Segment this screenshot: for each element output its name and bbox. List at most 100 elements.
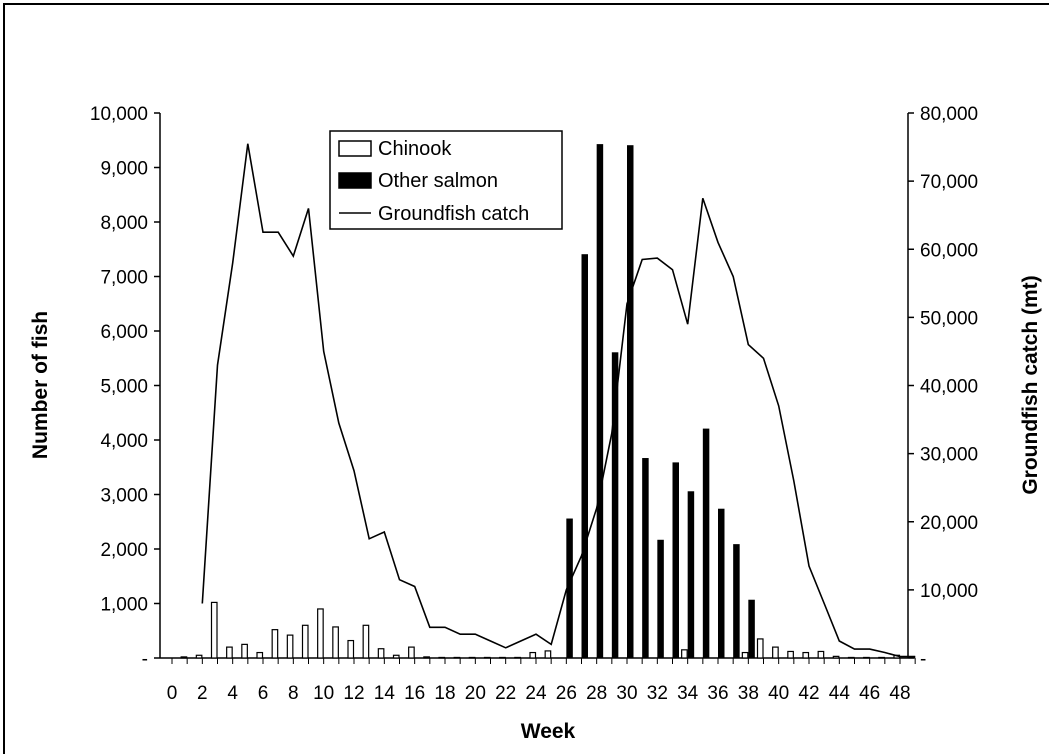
y2-tick-label: 60,000	[920, 240, 978, 261]
y-axis-title: Number of fish	[29, 311, 52, 459]
x-tick-label: 30	[616, 683, 637, 704]
chinook-bar	[332, 626, 339, 659]
legend-label-chinook: Chinook	[378, 138, 452, 160]
chinook-bar	[362, 624, 370, 659]
chinook-bar	[681, 649, 688, 659]
y-tick-label: 5,000	[100, 377, 148, 398]
y-tick-label: 9,000	[100, 159, 148, 180]
x-tick-label: 20	[465, 683, 486, 704]
y2-tick-label: 70,000	[920, 172, 978, 193]
y-tick-label: 4,000	[100, 431, 148, 452]
chinook-bar	[256, 651, 264, 659]
other-salmon-bar	[748, 599, 755, 659]
x-tick-label: 12	[343, 683, 364, 704]
chinook-bar	[499, 656, 506, 659]
other-salmon-bar	[687, 491, 695, 659]
chinook-bar	[301, 624, 309, 659]
chinook-bar	[544, 650, 552, 659]
y-tick-label: 1,000	[100, 595, 148, 616]
x-tick-label: 14	[374, 683, 396, 704]
y-tick-label: 10,000	[90, 104, 148, 125]
chinook-bar	[392, 654, 400, 659]
x-tick-label: 0	[167, 683, 178, 704]
other-salmon-bar	[596, 144, 604, 659]
x-tick-label: 32	[647, 683, 668, 704]
legend-label-other-salmon: Other salmon	[378, 170, 498, 192]
x-tick-label: 22	[495, 683, 516, 704]
other-salmon-bar	[718, 508, 725, 659]
legend-swatch-other-salmon	[338, 172, 372, 189]
chinook-bar	[210, 601, 218, 659]
y2-tick-label: 10,000	[920, 581, 978, 602]
x-tick-label: 18	[434, 683, 455, 704]
chinook-bar	[483, 656, 491, 659]
chinook-bar	[741, 651, 749, 659]
x-tick-label: 8	[288, 683, 299, 704]
other-salmon-bar	[581, 254, 588, 659]
groundfish-catch-line	[201, 143, 916, 658]
chinook-bar	[408, 646, 415, 659]
y2-tick-label: 50,000	[920, 308, 978, 329]
chinook-bar	[423, 656, 430, 659]
x-tick-label: 26	[556, 683, 577, 704]
chinook-bar	[529, 651, 537, 659]
chinook-bar	[832, 655, 840, 659]
other-salmon-bar	[611, 352, 619, 659]
chinook-bar	[453, 656, 461, 659]
chinook-bar	[271, 629, 279, 659]
chinook-bar	[787, 650, 794, 659]
chinook-bar	[438, 656, 446, 659]
x-tick-label: 46	[859, 683, 880, 704]
y2-tick-label: 40,000	[920, 377, 978, 398]
x-axis-title: Week	[521, 720, 576, 743]
x-tick-label: 2	[197, 683, 208, 704]
x-tick-label: 6	[258, 683, 269, 704]
chinook-bar	[195, 654, 203, 659]
y2-tick-label: 30,000	[920, 445, 978, 466]
chinook-bar	[226, 646, 233, 659]
chinook-bar	[863, 656, 870, 659]
x-tick-label: 42	[798, 683, 819, 704]
chinook-bar	[377, 648, 385, 659]
y-tick-label: 7,000	[100, 268, 148, 289]
x-tick-label: 4	[227, 683, 238, 704]
y2-axis-title: Groundfish catch (mt)	[1019, 275, 1042, 494]
y2-tick-label: 80,000	[920, 104, 978, 125]
legend-label-groundfish: Groundfish catch	[378, 203, 529, 225]
chinook-bar	[347, 639, 355, 659]
chinook-bar	[317, 608, 324, 659]
y2-tick-label: -	[920, 649, 926, 670]
chinook-bar	[847, 656, 855, 659]
chart-frame	[3, 3, 1049, 754]
x-tick-label: 48	[889, 683, 910, 704]
y2-tick-label: 20,000	[920, 513, 978, 534]
x-tick-label: 10	[313, 683, 334, 704]
legend: Chinook Other salmon Groundfish catch	[329, 130, 563, 230]
chinook-bar	[514, 656, 521, 659]
x-tick-label: 24	[525, 683, 547, 704]
x-tick-label: 40	[768, 683, 789, 704]
x-tick-label: 28	[586, 683, 607, 704]
y-tick-label: 3,000	[100, 486, 148, 507]
other-salmon-bar	[657, 539, 664, 659]
other-salmon-bar	[672, 462, 679, 659]
chinook-bar	[802, 651, 810, 659]
chinook-bar	[241, 643, 248, 659]
x-tick-label: 36	[707, 683, 728, 704]
x-tick-label: 38	[738, 683, 759, 704]
chinook-bar	[180, 656, 188, 659]
y-tick-label: 6,000	[100, 322, 148, 343]
other-salmon-bar	[702, 428, 710, 659]
legend-swatch-chinook	[338, 140, 372, 157]
chinook-bar	[756, 638, 764, 659]
y-tick-label: -	[142, 649, 148, 670]
x-tick-label: 44	[829, 683, 851, 704]
other-salmon-bar	[627, 145, 634, 659]
chinook-bar	[878, 656, 885, 659]
other-salmon-bar	[733, 544, 740, 659]
y-tick-label: 2,000	[100, 540, 148, 561]
y-tick-label: 8,000	[100, 213, 148, 234]
x-tick-label: 16	[404, 683, 425, 704]
chinook-bar	[468, 656, 476, 659]
